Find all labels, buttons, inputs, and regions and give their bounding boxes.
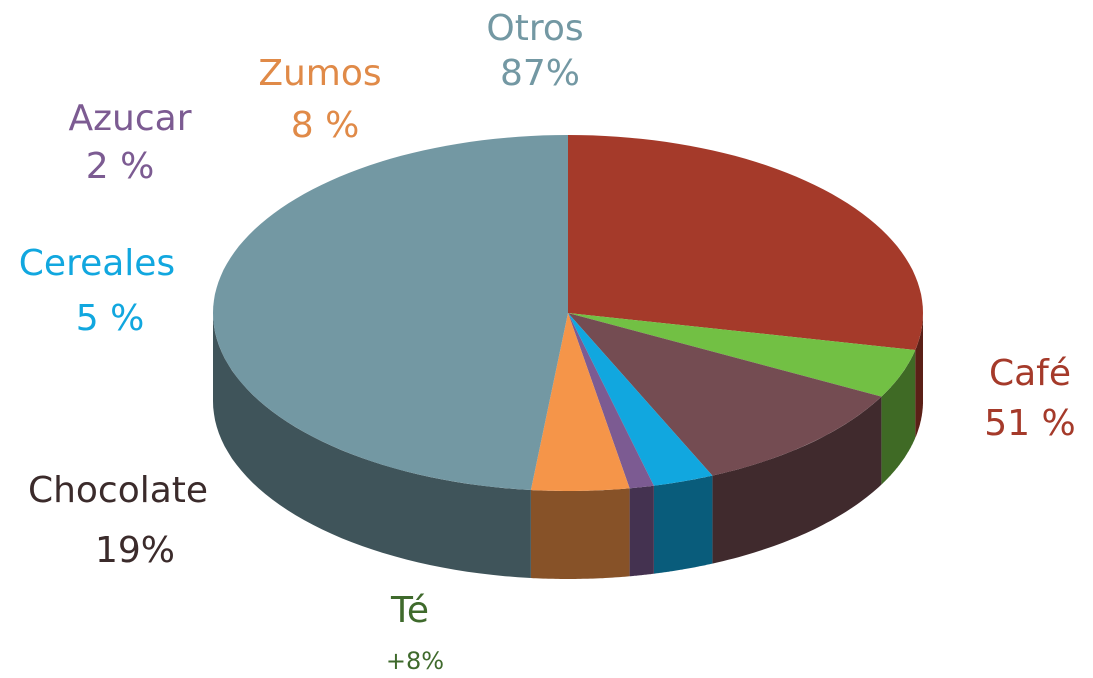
slice-label: Azucar	[69, 98, 192, 139]
slice-side	[712, 396, 882, 564]
slice-value-label: 2 %	[86, 146, 155, 187]
slice	[213, 135, 568, 490]
slice-label: Café	[989, 353, 1071, 394]
slice	[568, 313, 654, 489]
slice-side	[653, 475, 713, 574]
slice-side	[915, 313, 923, 438]
slice	[568, 313, 882, 476]
slice-value-label: +8%	[386, 647, 444, 675]
slice-side	[213, 313, 531, 578]
slice-label: Zumos	[258, 53, 381, 94]
slice-value-label: 5 %	[76, 298, 145, 339]
slice-label: Chocolate	[28, 470, 208, 511]
slice	[530, 313, 630, 491]
slice-label: Té	[390, 590, 429, 631]
slice-side	[629, 485, 654, 577]
slice-side	[881, 350, 916, 485]
slice-value-label: 8 %	[291, 105, 360, 146]
slice-label: Cereales	[19, 243, 175, 284]
slice	[568, 135, 923, 350]
slice-label: Otros	[486, 8, 583, 49]
slice-value-label: 19%	[95, 530, 175, 571]
slice	[568, 313, 713, 486]
slice-value-label: 51 %	[984, 403, 1075, 444]
slice-value-label: 87%	[500, 53, 580, 94]
slice-side	[530, 488, 630, 579]
slice	[568, 313, 916, 397]
